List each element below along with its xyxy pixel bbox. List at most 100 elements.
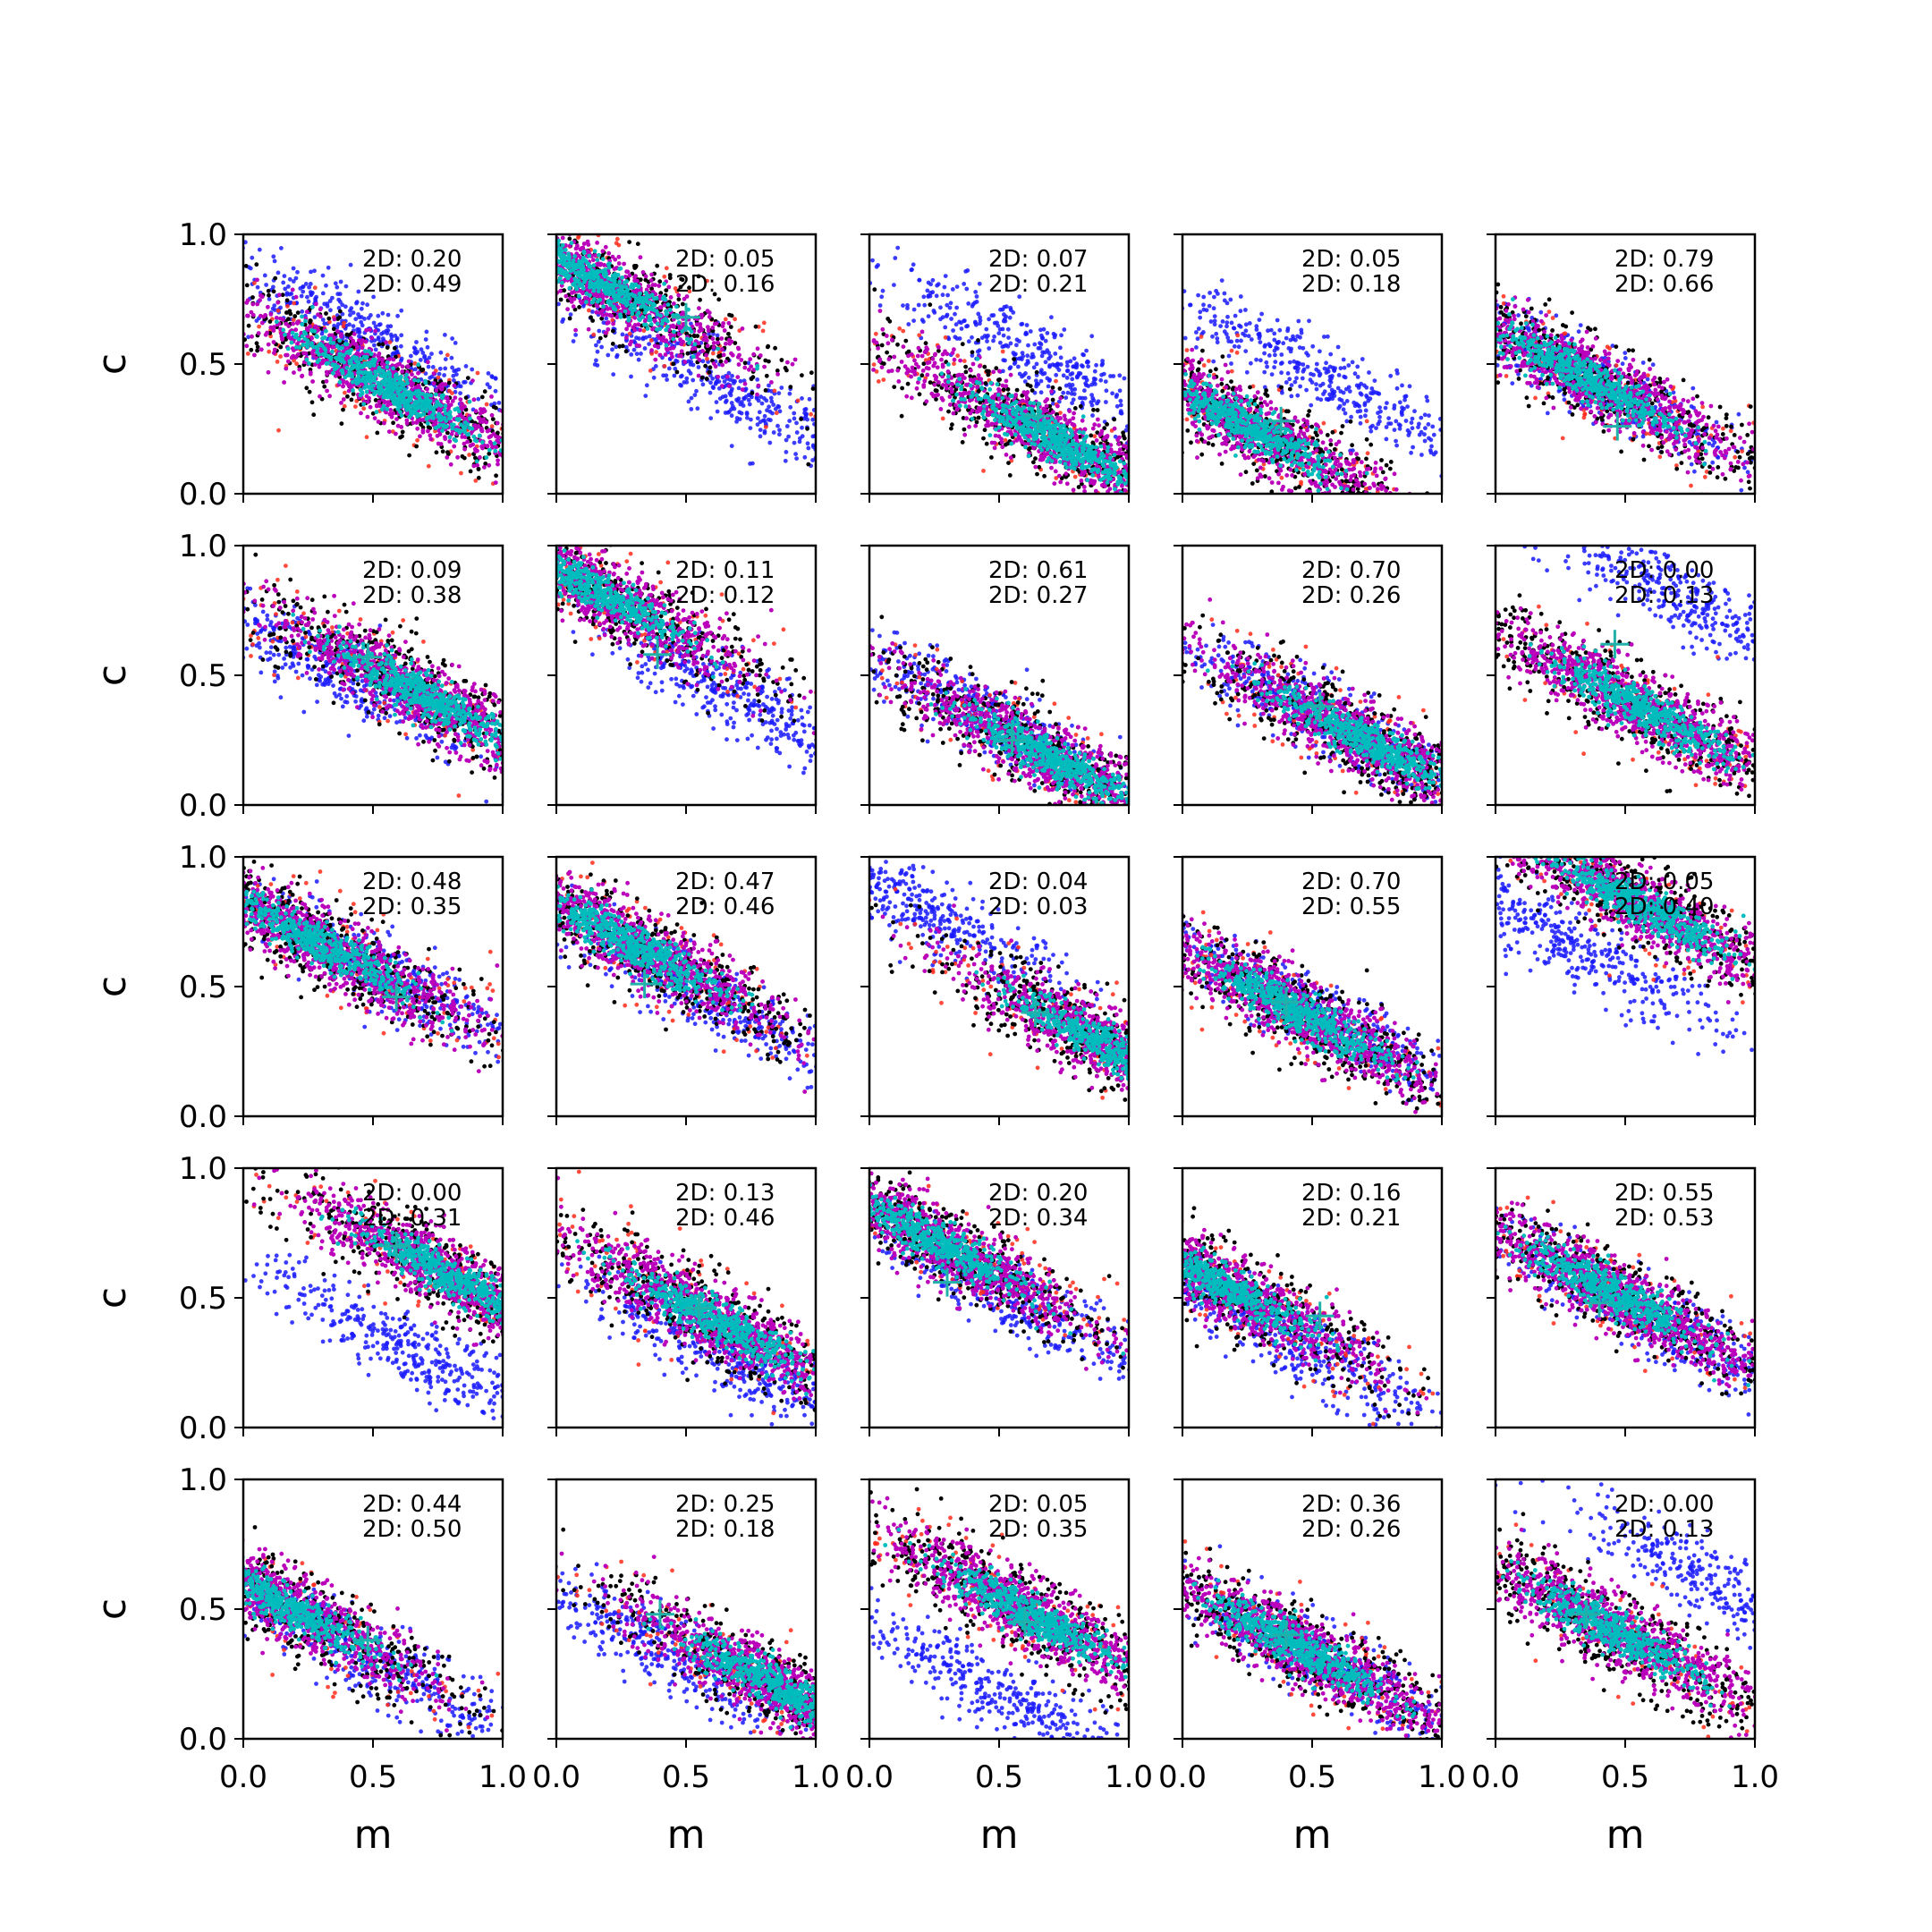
- data-point: [606, 251, 611, 256]
- data-point: [425, 409, 429, 413]
- data-point: [453, 437, 457, 442]
- data-point: [444, 411, 448, 416]
- data-point: [677, 320, 682, 325]
- data-point: [737, 386, 741, 391]
- data-point: [293, 335, 298, 339]
- data-point: [267, 293, 271, 298]
- data-point: [697, 365, 701, 369]
- data-point: [494, 473, 498, 478]
- data-point: [716, 297, 721, 301]
- data-point: [698, 298, 702, 302]
- data-point: [568, 317, 572, 321]
- data-point: [644, 275, 648, 279]
- data-point: [369, 336, 374, 341]
- data-point: [609, 314, 614, 318]
- data-point: [404, 419, 409, 423]
- data-point: [802, 408, 807, 412]
- data-point: [443, 435, 447, 439]
- data-point: [611, 329, 615, 334]
- data-point: [422, 400, 427, 404]
- data-point: [675, 370, 680, 375]
- data-point: [788, 392, 792, 396]
- data-point: [598, 310, 603, 315]
- data-point: [286, 347, 291, 352]
- data-point: [406, 398, 411, 402]
- data-point: [763, 431, 767, 436]
- data-point: [386, 345, 390, 350]
- data-point: [486, 429, 490, 434]
- data-point: [749, 418, 753, 422]
- data-point: [494, 406, 498, 411]
- data-point: [652, 376, 657, 380]
- data-point: [632, 293, 637, 298]
- data-point: [453, 341, 458, 345]
- data-point: [767, 418, 771, 422]
- data-point: [617, 243, 622, 248]
- data-point: [681, 302, 685, 307]
- data-point: [802, 455, 807, 460]
- data-point: [758, 410, 762, 414]
- data-point: [801, 434, 805, 438]
- data-point: [424, 381, 428, 386]
- panel-annotation: 2D: 0.20: [362, 246, 462, 273]
- data-point: [784, 459, 788, 463]
- data-point: [708, 310, 712, 315]
- data-point: [470, 368, 474, 372]
- data-point: [411, 411, 416, 415]
- data-point: [369, 360, 373, 365]
- data-point: [388, 340, 393, 344]
- data-point: [294, 276, 299, 281]
- data-point: [318, 365, 322, 369]
- data-point: [421, 430, 426, 435]
- data-point: [725, 375, 730, 379]
- data-point: [736, 347, 741, 352]
- data-point: [339, 401, 343, 405]
- data-point: [321, 352, 326, 357]
- data-point: [391, 411, 395, 416]
- data-point: [764, 425, 768, 429]
- data-point: [489, 374, 494, 378]
- data-point: [720, 384, 724, 388]
- data-point: [443, 333, 447, 337]
- data-point: [356, 377, 360, 382]
- data-point: [658, 305, 663, 309]
- data-point: [611, 372, 615, 377]
- data-point: [354, 381, 359, 386]
- data-point: [635, 352, 640, 356]
- data-point: [275, 319, 279, 324]
- data-point: [764, 398, 768, 402]
- data-point: [428, 376, 432, 380]
- data-point: [479, 407, 483, 411]
- data-point: [267, 289, 271, 293]
- data-point: [607, 266, 612, 270]
- data-point: [309, 372, 313, 377]
- data-point: [758, 353, 763, 358]
- data-point: [394, 373, 399, 377]
- data-point: [393, 377, 397, 382]
- data-point: [343, 342, 348, 346]
- data-point: [418, 434, 422, 438]
- data-point: [680, 349, 684, 353]
- data-point: [637, 310, 641, 315]
- data-point: [577, 294, 581, 299]
- data-point: [324, 284, 328, 288]
- data-point: [313, 285, 318, 290]
- data-point: [315, 334, 319, 338]
- data-point: [416, 362, 420, 367]
- data-point: [385, 394, 389, 399]
- data-point: [404, 373, 409, 377]
- data-point: [257, 325, 261, 329]
- data-point: [374, 325, 378, 329]
- data-point: [290, 341, 294, 345]
- data-point: [561, 243, 565, 248]
- data-point: [645, 383, 649, 387]
- data-point: [320, 336, 325, 341]
- data-point: [716, 410, 720, 414]
- data-point: [604, 245, 608, 250]
- data-point: [391, 366, 395, 370]
- data-point: [395, 314, 400, 318]
- data-point: [644, 291, 648, 295]
- data-point: [756, 416, 760, 420]
- data-point: [411, 420, 416, 425]
